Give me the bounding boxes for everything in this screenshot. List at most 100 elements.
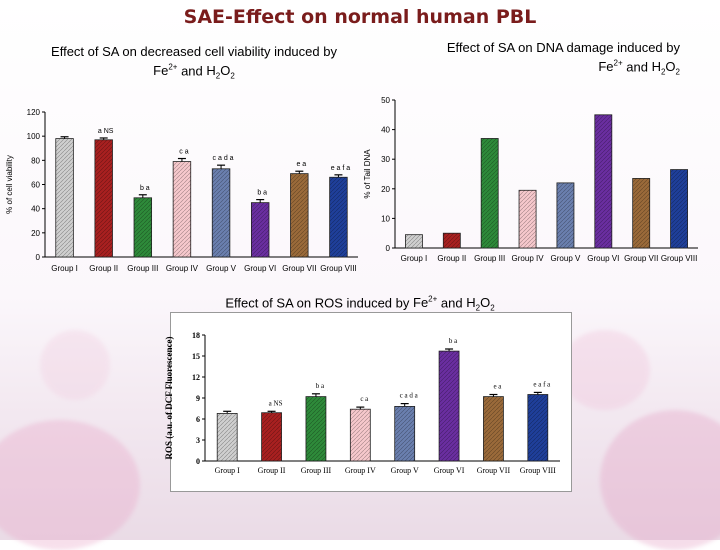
chart-tail-dna: % of Tail DNA 0 10 20 30 40 50 Group I Group II G…: [363, 96, 698, 263]
chart-cell-viability: % of cell viability 0 20 40 60 80 100 120 Group …: [5, 108, 358, 273]
chart3-title: Effect of SA on ROS induced by Fe2+ and …: [180, 292, 540, 317]
x-category-label: Group IV: [166, 264, 199, 273]
y-axis-label: % of cell viability: [5, 155, 14, 214]
bar-texture-3: [481, 138, 499, 248]
bar-texture-4: [350, 409, 371, 461]
x-category-label: Group II: [89, 264, 118, 273]
y-tick-label: 50: [381, 96, 390, 105]
x-category-label: Group I: [51, 264, 78, 273]
chart1-ion-h2o2: H2O2: [206, 63, 235, 81]
chart2-ion-fe: Fe2+: [598, 59, 623, 75]
y-tick-label: 20: [31, 229, 40, 238]
chart1-title-text: Effect of SA on decreased cell viability…: [51, 44, 337, 59]
chart2-title-text: Effect of SA on DNA damage induced by: [446, 40, 680, 55]
significance-label: e a: [493, 383, 502, 391]
significance-label: b a: [316, 382, 325, 390]
bar-texture-8: [670, 169, 688, 248]
x-category-label: Group III: [474, 254, 505, 263]
bar-texture-7: [290, 173, 309, 257]
background-flower: [560, 330, 650, 410]
bar-texture-3: [305, 396, 326, 461]
significance-label: b a: [140, 185, 150, 192]
x-category-label: Group V: [551, 254, 581, 263]
y-tick-label: 80: [31, 156, 40, 165]
significance-label: c a: [360, 395, 369, 403]
bar-texture-4: [173, 161, 191, 257]
x-category-label: Group V: [206, 264, 236, 273]
y-tick-label: 10: [381, 214, 390, 223]
chart1-title: Effect of SA on decreased cell viability…: [14, 44, 374, 85]
x-category-label: Group VIII: [320, 264, 356, 273]
x-category-label: Group I: [401, 254, 428, 263]
y-tick-label: 3: [196, 436, 200, 445]
chart2-title-and: and: [626, 59, 648, 75]
x-category-label: Group IV: [345, 466, 376, 475]
chart2-ion-h2o2: H2O2: [651, 59, 680, 77]
chart-ros: ROS (a.u. of DCF Fluorescence) 0 3 6 9 12 15 18…: [164, 331, 560, 475]
bar-texture-6: [439, 351, 460, 461]
y-tick-label: 15: [192, 352, 200, 361]
x-category-label: Group II: [437, 254, 466, 263]
bar-texture-6: [251, 202, 269, 257]
chart3-title-text: Effect of SA on ROS induced by: [225, 295, 410, 311]
y-tick-label: 12: [192, 373, 200, 382]
y-tick-label: 0: [36, 253, 41, 262]
bar-texture-3: [134, 197, 152, 257]
y-tick-label: 40: [381, 126, 390, 135]
significance-label: c a d a: [213, 155, 234, 162]
x-category-label: Group VIII: [661, 254, 697, 263]
bar-texture-8: [527, 394, 548, 461]
background-flower: [600, 410, 720, 550]
x-category-label: Group II: [258, 466, 286, 475]
background-flower: [40, 330, 110, 400]
x-category-label: Group III: [301, 466, 332, 475]
bar-texture-7: [483, 396, 504, 461]
bar-texture-8: [329, 177, 348, 257]
background-flower: [0, 420, 140, 550]
x-category-label: Group VII: [477, 466, 511, 475]
chart3-title-and: and: [440, 295, 463, 311]
significance-label: a NS: [269, 399, 283, 407]
y-tick-label: 100: [27, 132, 41, 141]
bar-texture-1: [55, 138, 74, 257]
significance-label: e a f a: [533, 380, 551, 388]
bar-texture-5: [212, 168, 230, 257]
x-category-label: Group VII: [624, 254, 658, 263]
y-tick-label: 9: [196, 394, 200, 403]
x-category-label: Group III: [127, 264, 158, 273]
chart3-ion-fe: Fe2+: [413, 295, 438, 311]
bar-texture-2: [261, 412, 282, 461]
y-tick-label: 30: [381, 155, 390, 164]
chart1-title-and: and: [181, 63, 203, 79]
y-tick-label: 120: [27, 108, 41, 117]
x-category-label: Group I: [215, 466, 240, 475]
significance-label: e a: [296, 161, 306, 168]
y-tick-label: 60: [31, 181, 40, 190]
y-tick-label: 20: [381, 185, 390, 194]
bar-texture-2: [94, 139, 113, 257]
bar-texture-2: [443, 233, 461, 248]
x-category-label: Group VI: [244, 264, 276, 273]
x-category-label: Group VII: [282, 264, 316, 273]
bar-texture-5: [394, 406, 415, 461]
significance-label: c a d a: [400, 392, 419, 400]
x-category-label: Group VI: [434, 466, 465, 475]
y-tick-label: 0: [196, 457, 200, 466]
y-tick-label: 18: [192, 331, 200, 340]
bar-texture-7: [632, 178, 650, 248]
significance-label: c a: [179, 149, 188, 156]
significance-label: b a: [257, 190, 267, 197]
slide-title: SAE-Effect on normal human PBL: [183, 6, 537, 28]
x-category-label: Group V: [391, 466, 419, 475]
y-axis-label: ROS (a.u. of DCF Fluorescence): [164, 337, 174, 460]
bar-texture-1: [217, 413, 238, 461]
chart2-title: Effect of SA on DNA damage induced by Fe…: [380, 40, 680, 81]
bar-texture-1: [405, 234, 423, 248]
y-tick-label: 6: [196, 415, 200, 424]
significance-label: a NS: [98, 128, 114, 135]
chart3-ion-h2o2: H2O2: [466, 295, 495, 313]
significance-label: b a: [449, 337, 458, 345]
chart3-panel: [170, 312, 572, 492]
chart1-ion-fe: Fe2+: [153, 63, 178, 79]
bar-texture-6: [594, 114, 612, 248]
